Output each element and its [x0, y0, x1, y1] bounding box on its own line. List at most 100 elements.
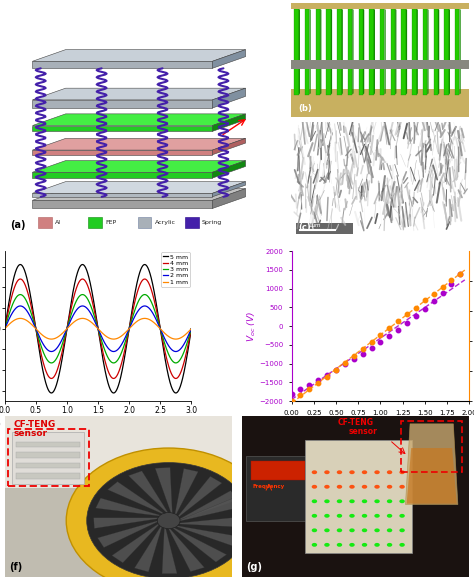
- Polygon shape: [38, 217, 52, 229]
- Circle shape: [312, 514, 317, 518]
- 1 mm: [2, 325, 8, 332]
- X-axis label: $T$ (s): $T$ (s): [87, 416, 109, 429]
- Polygon shape: [174, 525, 240, 546]
- 3 mm: [183, 342, 189, 349]
- Circle shape: [349, 543, 355, 547]
- Circle shape: [337, 470, 342, 474]
- 1 mm: [111, 336, 117, 343]
- Polygon shape: [369, 9, 374, 95]
- 2 mm: [183, 337, 189, 344]
- Circle shape: [387, 543, 392, 547]
- Text: FEP: FEP: [105, 220, 116, 225]
- Text: CF-TENG: CF-TENG: [14, 420, 56, 429]
- Polygon shape: [32, 172, 212, 178]
- Polygon shape: [406, 9, 407, 95]
- 3 mm: [111, 360, 117, 367]
- Polygon shape: [16, 463, 80, 468]
- 5 mm: [2, 325, 8, 332]
- 4 mm: [189, 325, 194, 332]
- 3 mm: [183, 343, 189, 350]
- Polygon shape: [88, 217, 101, 229]
- Polygon shape: [212, 114, 246, 132]
- Text: (e): (e): [273, 419, 288, 429]
- Polygon shape: [32, 193, 212, 197]
- Polygon shape: [94, 518, 161, 528]
- Circle shape: [362, 485, 367, 489]
- 2 mm: [111, 348, 117, 355]
- 3 mm: [80, 291, 85, 298]
- Polygon shape: [384, 9, 386, 95]
- Polygon shape: [305, 9, 310, 95]
- Polygon shape: [380, 9, 384, 95]
- Circle shape: [400, 499, 405, 503]
- Circle shape: [362, 543, 367, 547]
- 2 mm: [88, 310, 93, 317]
- Polygon shape: [251, 461, 305, 480]
- 4 mm: [183, 350, 189, 357]
- 1 mm: [149, 317, 155, 324]
- Circle shape: [324, 485, 330, 489]
- Circle shape: [362, 528, 367, 532]
- Circle shape: [400, 485, 405, 489]
- 1 mm: [189, 325, 194, 332]
- Polygon shape: [32, 188, 246, 200]
- Polygon shape: [32, 114, 246, 125]
- Polygon shape: [168, 527, 204, 571]
- 4 mm: [111, 375, 117, 382]
- Polygon shape: [320, 9, 321, 95]
- Polygon shape: [32, 182, 246, 193]
- 4 mm: [183, 351, 189, 358]
- Text: Al: Al: [55, 220, 61, 225]
- Circle shape: [312, 528, 317, 532]
- Line: 2 mm: 2 mm: [5, 306, 191, 351]
- Polygon shape: [32, 125, 212, 132]
- 3 mm: [189, 325, 194, 332]
- Polygon shape: [137, 217, 152, 229]
- 2 mm: [189, 325, 194, 332]
- Polygon shape: [401, 9, 406, 95]
- Circle shape: [387, 528, 392, 532]
- Circle shape: [374, 485, 380, 489]
- Polygon shape: [291, 60, 469, 70]
- 5 mm: [149, 277, 155, 284]
- 3 mm: [88, 302, 93, 309]
- 2 mm: [183, 337, 189, 344]
- Polygon shape: [291, 3, 469, 9]
- Circle shape: [349, 514, 355, 518]
- Circle shape: [324, 499, 330, 503]
- Polygon shape: [246, 456, 310, 521]
- 1 mm: [183, 331, 189, 338]
- Circle shape: [337, 543, 342, 547]
- Polygon shape: [242, 416, 469, 577]
- Polygon shape: [32, 139, 246, 150]
- Polygon shape: [363, 9, 364, 95]
- Polygon shape: [171, 527, 227, 562]
- Polygon shape: [177, 517, 244, 527]
- Circle shape: [337, 485, 342, 489]
- 3 mm: [93, 317, 99, 324]
- 5 mm: [189, 325, 194, 332]
- Polygon shape: [212, 188, 246, 208]
- 1 mm: [80, 315, 85, 322]
- Polygon shape: [412, 9, 417, 95]
- Circle shape: [312, 470, 317, 474]
- Text: 1μm: 1μm: [309, 223, 321, 228]
- Circle shape: [362, 514, 367, 518]
- 2 mm: [93, 320, 99, 327]
- Polygon shape: [391, 9, 395, 95]
- Text: Spring: Spring: [202, 220, 222, 225]
- Circle shape: [312, 485, 317, 489]
- Polygon shape: [407, 448, 457, 503]
- Polygon shape: [128, 471, 169, 514]
- X-axis label: Position (cm): Position (cm): [353, 417, 408, 426]
- Circle shape: [324, 514, 330, 518]
- Circle shape: [349, 499, 355, 503]
- Polygon shape: [5, 488, 232, 577]
- 5 mm: [88, 281, 93, 288]
- Polygon shape: [178, 497, 241, 521]
- 3 mm: [2, 325, 8, 332]
- Polygon shape: [395, 9, 396, 95]
- 2 mm: [2, 325, 8, 332]
- 5 mm: [183, 358, 189, 365]
- Circle shape: [324, 543, 330, 547]
